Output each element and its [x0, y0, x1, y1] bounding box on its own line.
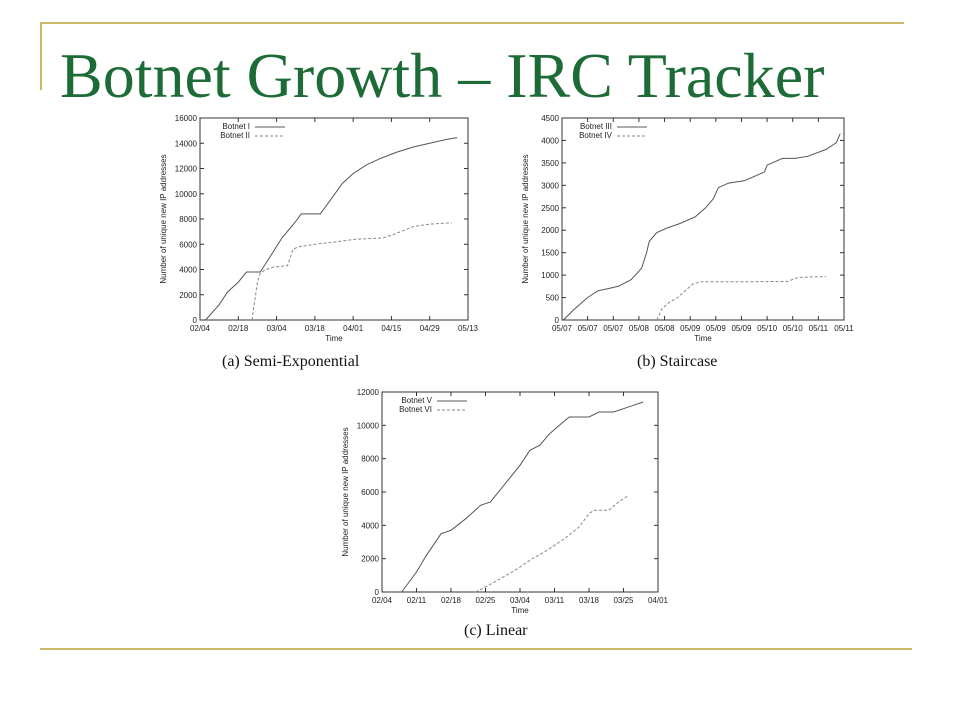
series-line-2	[475, 494, 629, 593]
y-tick-label: 6000	[361, 488, 379, 497]
x-tick-label: 04/15	[381, 324, 402, 333]
legend-label-1: Botnet V	[401, 396, 432, 405]
x-tick-label: 03/25	[613, 596, 634, 605]
x-tick-label: 05/08	[655, 324, 676, 333]
series-line-1	[205, 137, 458, 321]
x-tick-label: 05/13	[458, 324, 479, 333]
x-axis-title: Time	[694, 334, 712, 343]
top-horizontal-rule	[40, 22, 904, 24]
x-tick-label: 03/04	[267, 324, 288, 333]
x-tick-label: 02/11	[407, 596, 427, 605]
series-line-2	[656, 276, 827, 321]
y-tick-label: 2000	[179, 291, 197, 300]
bottom-horizontal-rule	[40, 648, 912, 650]
y-axis-title: Number of unique new IP addresses	[521, 154, 530, 283]
slide-title: Botnet Growth – IRC Tracker	[60, 40, 825, 111]
legend-label-1: Botnet I	[222, 122, 250, 131]
chart-semi-exponential: 0 2000 4000 6000 8000 10000 12000 14000 16000 02/…	[159, 114, 479, 343]
legend-label-2: Botnet IV	[579, 131, 613, 140]
series-line-1	[562, 133, 841, 321]
y-tick-label: 8000	[179, 215, 197, 224]
x-tick-label: 02/04	[372, 596, 393, 605]
y-tick-label: 16000	[175, 114, 198, 123]
x-tick-label: 02/18	[441, 596, 462, 605]
x-tick-label: 03/11	[545, 596, 565, 605]
y-tick-label: 1500	[541, 249, 559, 258]
y-axis-title: Number of unique new IP addresses	[159, 154, 168, 283]
x-tick-label: 05/10	[757, 324, 778, 333]
y-tick-label: 0	[555, 316, 560, 325]
y-axis-title: Number of unique new IP addresses	[341, 427, 350, 556]
x-tick-label: 03/18	[305, 324, 326, 333]
legend-label-2: Botnet II	[220, 131, 250, 140]
x-tick-label: 03/04	[510, 596, 531, 605]
caption-linear: (c) Linear	[464, 622, 528, 639]
y-tick-label: 10000	[175, 190, 198, 199]
x-tick-label: 05/07	[603, 324, 624, 333]
y-tick-label: 12000	[175, 165, 198, 174]
y-tick-label: 14000	[175, 139, 198, 148]
y-tick-label: 0	[375, 588, 380, 597]
chart-staircase: 0 500 1000 1500 2000 2500 3000 3500 4000 4500 05/0…	[521, 114, 854, 343]
x-tick-label: 02/18	[228, 324, 249, 333]
y-tick-label: 3500	[541, 159, 559, 168]
plot-frame	[561, 117, 845, 321]
x-tick-label: 05/08	[629, 324, 650, 333]
x-tick-label: 03/18	[579, 596, 600, 605]
y-tick-label: 12000	[357, 388, 380, 397]
caption-staircase: (b) Staircase	[637, 353, 718, 370]
x-tick-label: 04/01	[648, 596, 669, 605]
x-tick-label: 05/07	[578, 324, 599, 333]
y-tick-label: 2000	[361, 555, 379, 564]
y-tick-label: 8000	[361, 455, 379, 464]
x-tick-label: 05/11	[834, 324, 854, 333]
x-tick-label: 04/29	[420, 324, 441, 333]
top-left-vertical-rule	[40, 22, 42, 90]
chart-linear: 0 2000 4000 6000 8000 10000 12000 02/04 02/11 02/…	[341, 388, 669, 615]
y-tick-label: 1000	[541, 271, 559, 280]
y-tick-label: 4000	[361, 521, 379, 530]
y-tick-label: 4000	[179, 266, 197, 275]
x-tick-label: 05/10	[783, 324, 804, 333]
legend-label-1: Botnet III	[580, 122, 612, 131]
x-axis-title: Time	[325, 334, 343, 343]
x-tick-label: 05/09	[706, 324, 727, 333]
y-tick-label: 6000	[179, 240, 197, 249]
x-tick-label: 05/11	[809, 324, 829, 333]
plot-frame	[381, 391, 659, 593]
y-tick-label: 3000	[541, 181, 559, 190]
series-line-1	[401, 401, 644, 593]
x-tick-label: 05/09	[680, 324, 701, 333]
x-tick-label: 02/25	[475, 596, 496, 605]
x-tick-label: 05/09	[731, 324, 752, 333]
legend-label-2: Botnet VI	[399, 405, 432, 414]
y-tick-label: 2000	[541, 226, 559, 235]
x-tick-label: 02/04	[190, 324, 211, 333]
x-axis-title: Time	[511, 606, 529, 615]
y-tick-label: 10000	[357, 421, 380, 430]
y-tick-label: 500	[546, 294, 560, 303]
x-tick-label: 04/01	[343, 324, 364, 333]
y-tick-label: 0	[193, 316, 198, 325]
plot-frame	[199, 117, 469, 321]
y-tick-label: 2500	[541, 204, 559, 213]
x-tick-label: 05/07	[552, 324, 573, 333]
y-tick-label: 4500	[541, 114, 559, 123]
caption-semi-exponential: (a) Semi-Exponential	[222, 353, 360, 370]
y-tick-label: 4000	[541, 136, 559, 145]
